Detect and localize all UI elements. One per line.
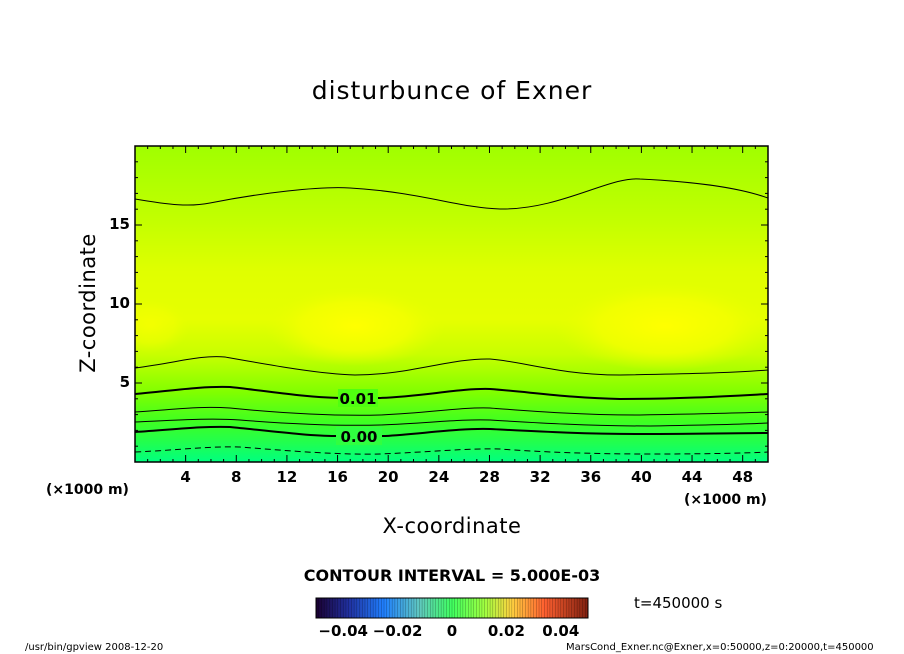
contour-label-0.01: 0.01 — [339, 390, 376, 408]
contour-line-0.01 — [135, 385, 768, 401]
maximum-region-1 — [265, 286, 445, 366]
maximum-region-3 — [135, 298, 190, 354]
maximum-region-2 — [555, 281, 768, 371]
x-tick-label: 32 — [529, 468, 551, 486]
x-tick-label: 40 — [630, 468, 652, 486]
colorbar-tick-label: −0.04 — [318, 622, 368, 640]
colorbar-stripes — [318, 598, 586, 618]
axis-tickmarks — [135, 146, 768, 462]
x-tick-label: 4 — [180, 468, 191, 486]
x-tick-label: 16 — [327, 468, 348, 486]
x-unit-label: (×1000 m) — [46, 482, 129, 498]
x-unit-label-right: (×1000 m) — [684, 492, 767, 508]
y-tick-label: 5 — [119, 373, 130, 391]
colorbar-tick-label: 0 — [446, 622, 458, 640]
colorbar-tick-label: 0.04 — [542, 622, 580, 640]
x-axis-label: X-coordinate — [382, 514, 522, 538]
x-tick-label: 48 — [732, 468, 754, 486]
x-tick-label: 20 — [377, 468, 399, 486]
x-tick-label: 44 — [681, 468, 703, 486]
y-axis-label: Z-coordinate — [76, 233, 100, 373]
contour-line-upper — [135, 178, 768, 210]
x-tick-label: 24 — [428, 468, 450, 486]
contour-line-mid — [135, 356, 768, 376]
contour-line-thin-1 — [135, 406, 768, 416]
contour-line-0.00 — [135, 425, 768, 437]
x-tick-label: 36 — [580, 468, 602, 486]
y-tick-label: 10 — [109, 294, 130, 312]
footer-left: /usr/bin/gpview 2008-12-20 — [25, 642, 164, 653]
contour-label-0.00: 0.00 — [340, 428, 377, 446]
x-tick-label: 8 — [231, 468, 242, 486]
chart-title: disturbunce of Exner — [311, 76, 593, 105]
x-tick-label: 12 — [276, 468, 298, 486]
colorbar-tick-label: 0.02 — [487, 622, 525, 640]
footer-right: MarsCond_Exner.nc@Exner,x=0:50000,z=0:20… — [566, 642, 874, 653]
x-tick-label: 28 — [479, 468, 500, 486]
contour-interval-label: CONTOUR INTERVAL = 5.000E-03 — [303, 566, 601, 585]
contour-line-thin-2 — [135, 418, 768, 427]
colorbar-tick-label: −0.02 — [372, 622, 423, 640]
y-tick-label: 15 — [109, 215, 130, 233]
time-label: t=450000 s — [634, 594, 723, 612]
